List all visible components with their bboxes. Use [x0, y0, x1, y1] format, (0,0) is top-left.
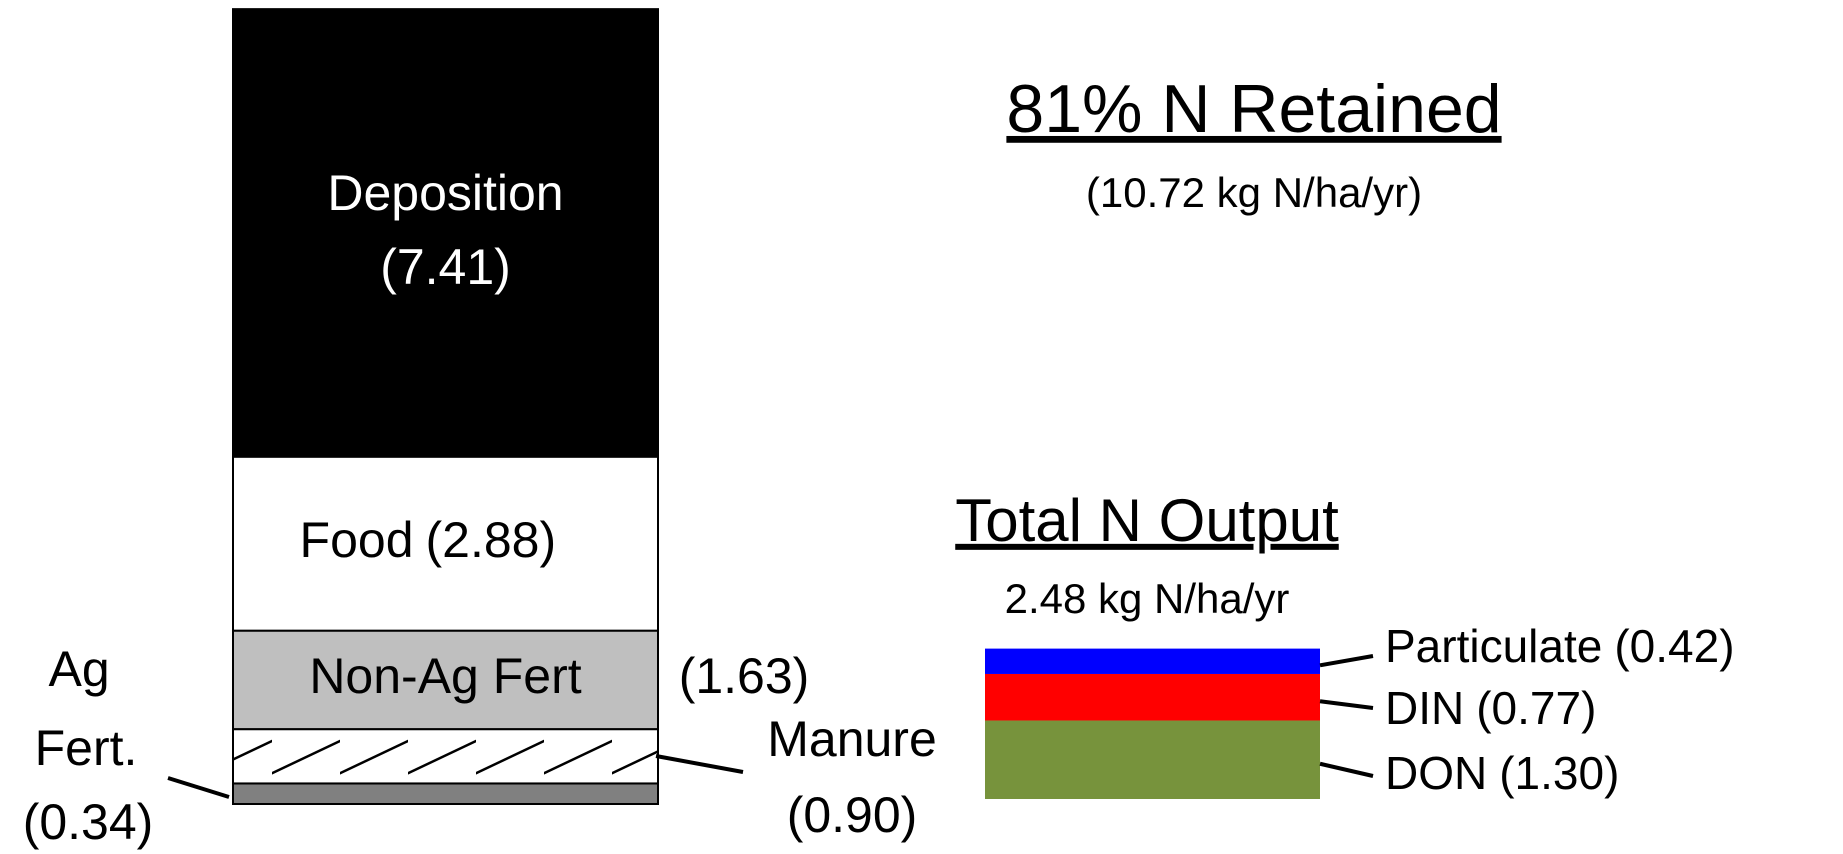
- leader-line: [167, 776, 230, 799]
- bar-segment: [232, 782, 659, 805]
- headline: 81% N Retained: [1006, 71, 1501, 147]
- bar-segment: [985, 720, 1320, 799]
- value-label: (1.30): [1499, 747, 1619, 799]
- value-label: (0.42): [1614, 620, 1734, 672]
- value-label: (0.90): [787, 787, 918, 843]
- leader-line: [655, 754, 744, 774]
- value-label: (0.77): [1476, 682, 1596, 734]
- leader-line: [1319, 699, 1374, 710]
- value-label: (2.88): [426, 512, 557, 568]
- segment-label: DON: [1385, 747, 1487, 799]
- segment-label: Food: [300, 512, 414, 568]
- bar-segment: [232, 629, 659, 731]
- headline-detail: (10.72 kg N/ha/yr): [1086, 169, 1422, 216]
- segment-label: Ag Fert.: [35, 641, 138, 776]
- value-label: (0.34): [23, 794, 154, 850]
- value-label: (1.63): [679, 648, 810, 704]
- segment-label: Deposition: [327, 165, 563, 221]
- bar-segment: [232, 8, 659, 458]
- leader-line: [1319, 761, 1374, 778]
- segment-label: Manure: [767, 711, 937, 767]
- bar-segment: [985, 673, 1320, 721]
- output-subtitle: 2.48 kg N/ha/yr: [1005, 575, 1290, 622]
- bar-segment: [985, 648, 1320, 674]
- hatch: [232, 728, 659, 785]
- segment-label: DIN: [1385, 682, 1464, 734]
- segment-label: Non-Ag Fert: [309, 648, 581, 704]
- value-label: (7.41): [380, 239, 511, 295]
- segment-label: Particulate: [1385, 620, 1602, 672]
- output-title: Total N Output: [955, 487, 1339, 554]
- leader-line: [1319, 654, 1374, 668]
